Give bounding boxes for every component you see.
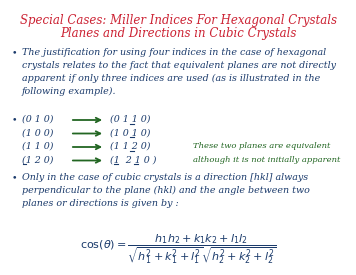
Text: (1 1 0): (1 1 0) [22,142,53,151]
Text: (1 2 0): (1 2 0) [22,155,53,164]
Text: Special Cases: Miller Indices For Hexagonal Crystals: Special Cases: Miller Indices For Hexago… [20,14,336,27]
Text: Planes and Directions in Cubic Crystals: Planes and Directions in Cubic Crystals [60,27,296,40]
Text: $\cos(\theta) = \dfrac{h_1h_2 + k_1k_2 + l_1l_2}{\sqrt{h_1^2 + k_1^2 + l_1^2}\sq: $\cos(\theta) = \dfrac{h_1h_2 + k_1k_2 +… [80,232,276,266]
Text: The justification for using four indices in the case of hexagonal
crystals relat: The justification for using four indices… [22,48,336,96]
Text: (0 1 1 0): (0 1 1 0) [110,115,151,124]
Text: •: • [12,173,17,182]
Text: •: • [12,115,17,124]
Text: Only in the case of cubic crystals is a direction [hkl] always
perpendicular to : Only in the case of cubic crystals is a … [22,173,310,208]
Text: (0 1 0): (0 1 0) [22,115,53,124]
Text: (1 0 1 0): (1 0 1 0) [110,128,151,138]
Text: These two planes are equivalent: These two planes are equivalent [193,142,330,150]
Text: •: • [12,48,17,57]
Text: although it is not initially apparent: although it is not initially apparent [193,155,340,164]
Text: (1 0 0): (1 0 0) [22,128,53,138]
Text: (1 1 2 0): (1 1 2 0) [110,142,151,151]
Text: (1  2 1 0 ): (1 2 1 0 ) [110,155,157,164]
